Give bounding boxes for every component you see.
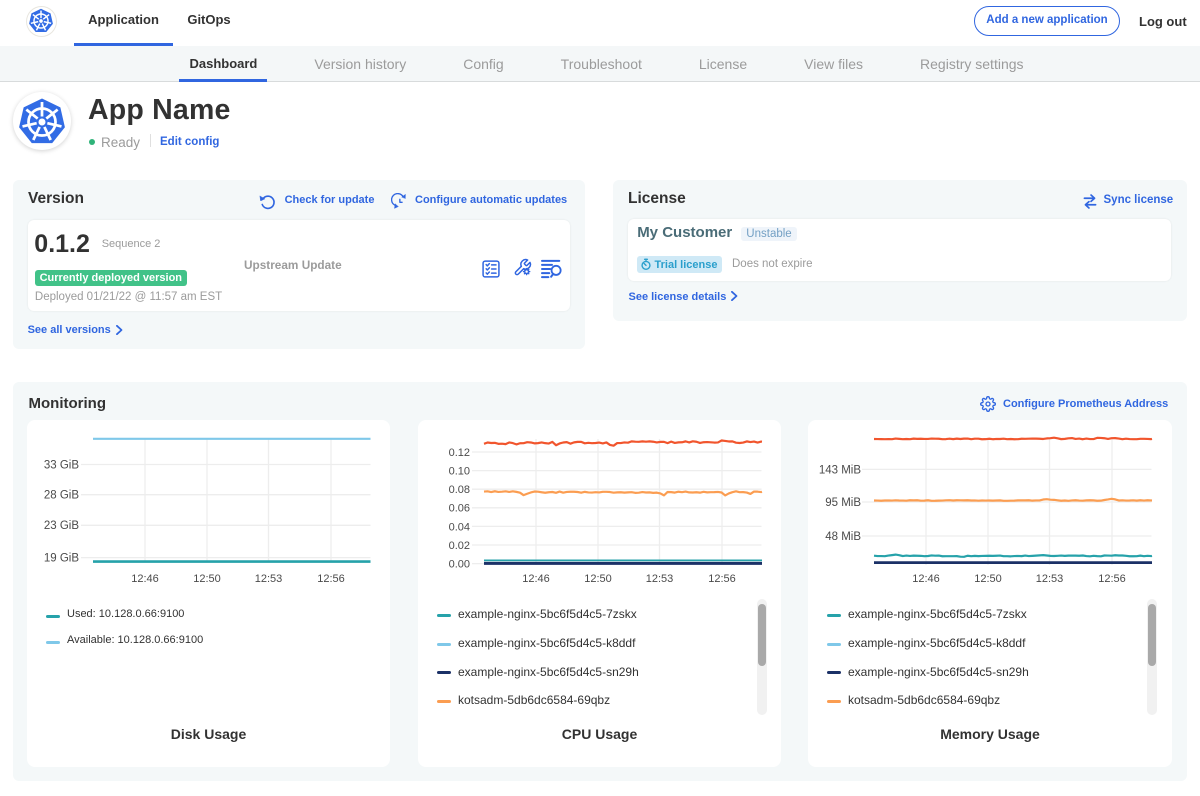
svg-text:33 GiB: 33 GiB (44, 459, 79, 471)
svg-text:12:53: 12:53 (646, 573, 674, 585)
svg-text:19 GiB: 19 GiB (44, 553, 79, 565)
svg-text:143 MiB: 143 MiB (819, 464, 862, 476)
svg-text:12:50: 12:50 (584, 573, 612, 585)
svg-text:95 MiB: 95 MiB (825, 497, 861, 509)
svg-text:23 GiB: 23 GiB (44, 520, 79, 532)
svg-text:0.10: 0.10 (449, 466, 470, 478)
svg-text:12:56: 12:56 (317, 573, 345, 585)
svg-text:12:56: 12:56 (1098, 573, 1126, 585)
svg-text:0.06: 0.06 (449, 503, 470, 515)
svg-text:12:46: 12:46 (131, 573, 159, 585)
svg-text:0.02: 0.02 (449, 540, 470, 552)
svg-text:12:50: 12:50 (193, 573, 221, 585)
svg-text:28 GiB: 28 GiB (44, 490, 79, 502)
svg-text:48 MiB: 48 MiB (825, 531, 861, 543)
svg-text:12:46: 12:46 (522, 573, 550, 585)
svg-text:0.00: 0.00 (449, 559, 470, 571)
svg-text:0.08: 0.08 (449, 484, 470, 496)
svg-text:12:56: 12:56 (708, 573, 736, 585)
svg-text:12:46: 12:46 (912, 573, 940, 585)
svg-text:12:50: 12:50 (974, 573, 1002, 585)
svg-text:0.12: 0.12 (449, 447, 470, 459)
svg-text:12:53: 12:53 (1036, 573, 1064, 585)
svg-text:0.04: 0.04 (449, 521, 470, 533)
svg-text:12:53: 12:53 (255, 573, 283, 585)
